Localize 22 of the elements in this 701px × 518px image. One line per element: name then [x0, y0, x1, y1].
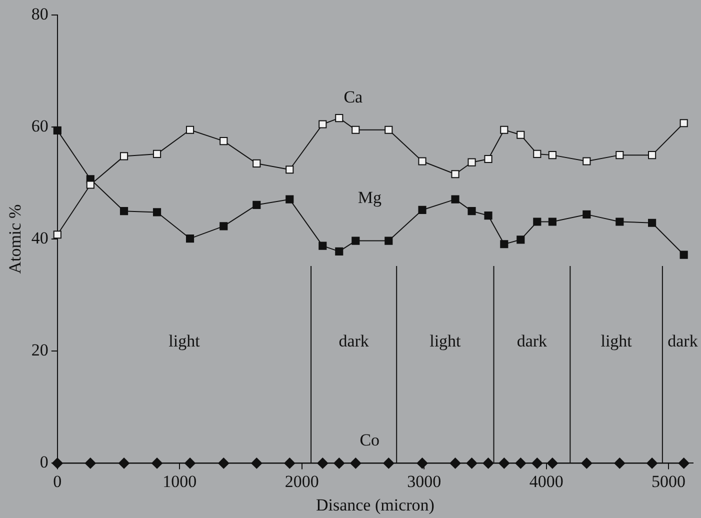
x-tick-label: 3000	[407, 472, 442, 491]
annotation: dark	[338, 332, 370, 351]
y-tick-label: 0	[40, 452, 48, 472]
x-tick-label: 2000	[284, 472, 319, 491]
series-label: Ca	[344, 88, 364, 107]
x-tick-label: 5000	[652, 472, 686, 491]
y-tick-label: 40	[31, 228, 48, 248]
y-axis-title: Atomic %	[6, 204, 25, 274]
x-tick-label: 1000	[162, 472, 197, 491]
annotation: dark	[668, 332, 698, 351]
series-label: Mg	[358, 188, 382, 208]
annotation: light	[600, 332, 632, 351]
annotation: light	[168, 332, 200, 351]
y-tick-label: 20	[31, 340, 48, 360]
annotation: dark	[516, 332, 548, 351]
y-tick-label: 80	[31, 4, 48, 24]
series-label: Co	[360, 430, 380, 450]
annotation: light	[430, 332, 462, 351]
x-tick-label: 4000	[529, 472, 564, 491]
x-axis-title: Disance (micron)	[316, 495, 434, 514]
x-tick-label: 0	[53, 472, 62, 491]
y-tick-label: 60	[31, 116, 48, 136]
